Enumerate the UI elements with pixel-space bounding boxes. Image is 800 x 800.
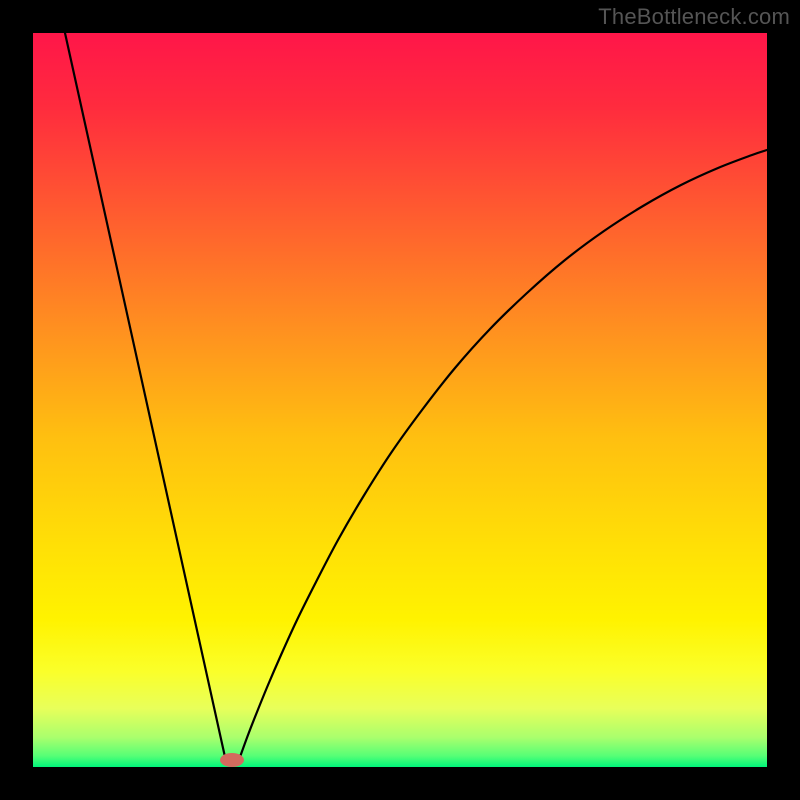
bottleneck-chart [0, 0, 800, 800]
chart-container: TheBottleneck.com [0, 0, 800, 800]
watermark-text: TheBottleneck.com [598, 4, 790, 30]
plot-area [33, 33, 767, 767]
bottom-marker [220, 753, 244, 767]
